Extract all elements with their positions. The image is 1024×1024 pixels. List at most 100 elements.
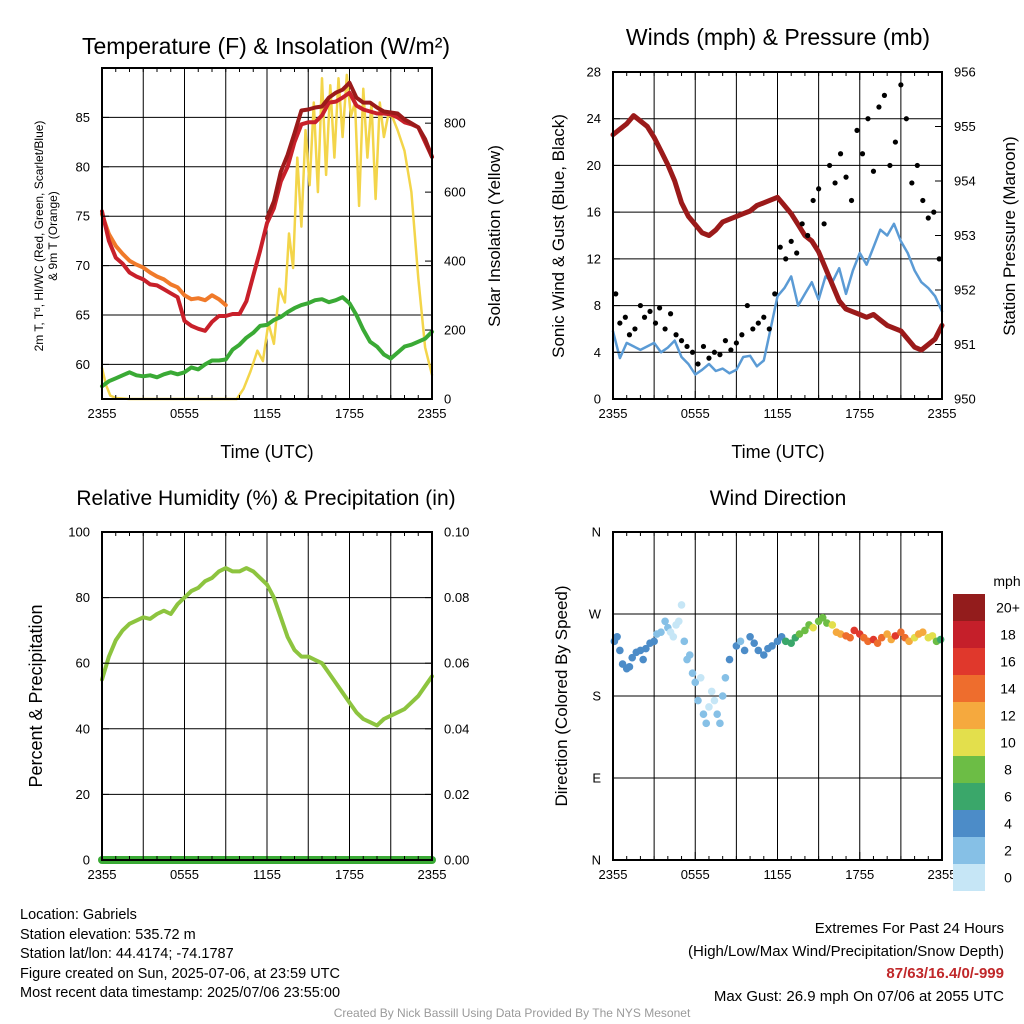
direction-point — [675, 617, 683, 626]
temperature-ylabel-left-1: 2m T, Tᵈ, HI/WC (Red, Green, Scarlet/Blu… — [32, 121, 46, 352]
direction-point — [713, 710, 721, 719]
temperature-series-line-3 — [100, 295, 434, 389]
temp-y2tick-label: 800 — [444, 116, 466, 131]
extremes-legend: (High/Low/Max Wind/Precipitation/Snow De… — [688, 942, 1004, 960]
wind-xtick-label: 0555 — [681, 406, 710, 421]
gust-point — [805, 232, 811, 239]
gust-point — [865, 116, 871, 122]
gust-point — [876, 104, 882, 110]
direction-point — [846, 633, 854, 642]
legend-label: 6 — [1004, 789, 1012, 805]
gust-point — [617, 320, 623, 326]
extremes-heading: Extremes For Past 24 Hours — [814, 920, 1004, 937]
humidity-series-line-0 — [100, 566, 434, 728]
gust-point — [717, 352, 723, 358]
gust-point — [700, 343, 707, 350]
gust-point — [733, 340, 739, 346]
direction-panel: Wind Direction Direction (Colored By Spe… — [552, 487, 1021, 891]
direction-point — [716, 719, 724, 728]
gust-point — [613, 291, 619, 297]
temperature-gridlines — [102, 68, 432, 399]
direction-point — [928, 632, 937, 640]
direction-title: Wind Direction — [710, 487, 847, 510]
wind-ytick-label: 20 — [587, 158, 601, 173]
gust-point — [684, 343, 690, 350]
direction-point — [736, 637, 745, 646]
wind-y2tick-label: 953 — [954, 228, 976, 243]
winds-series-line-1 — [610, 113, 945, 353]
gust-point — [925, 215, 931, 221]
humidity-panel: Relative Humidity (%) & Precipitation (i… — [26, 487, 469, 882]
dir-xtick-label: 2355 — [599, 867, 628, 882]
winds-title: Winds (mph) & Pressure (mb) — [626, 24, 930, 50]
gust-point — [870, 168, 877, 174]
dir-xtick-label: 1755 — [845, 867, 874, 882]
dir-ytick-label: N — [592, 525, 601, 540]
temp-ytick-label: 70 — [76, 258, 90, 273]
legend-label: 18 — [1000, 627, 1016, 643]
wind-y2tick-label: 956 — [954, 65, 976, 80]
direction-point — [680, 637, 689, 646]
speed-colorbar-legend: mph 0 2 4 6 8 10 12 14 16 18 20+ — [953, 573, 1021, 891]
legend-swatch — [953, 837, 985, 864]
temp-xtick-label: 1155 — [253, 406, 281, 421]
rh-y2tick-label: 0.04 — [444, 721, 469, 736]
direction-point — [828, 621, 837, 629]
temp-ytick-label: 75 — [76, 209, 90, 224]
info-elevation: Station elevation: 535.72 m — [20, 926, 196, 943]
direction-point — [685, 651, 694, 659]
direction-point — [759, 651, 768, 659]
winds-ylabel-right: Station Pressure (Maroon) — [1000, 136, 1019, 335]
direction-point — [795, 630, 804, 638]
gust-point — [848, 197, 855, 204]
temp-y2tick-label: 200 — [444, 323, 466, 338]
temp-xtick-label: 1755 — [335, 406, 364, 421]
gust-point — [881, 92, 888, 98]
gust-point — [887, 162, 893, 169]
rh-y2tick-label: 0.02 — [444, 787, 469, 802]
direction-point — [721, 673, 730, 682]
gust-point — [794, 250, 800, 256]
gust-point — [843, 174, 849, 180]
winds-ylabel-left: Sonic Wind & Gust (Blue, Black) — [549, 114, 568, 358]
winds-series — [610, 82, 945, 376]
gust-point — [859, 151, 866, 157]
direction-point — [850, 626, 859, 635]
temperature-ylabel-right: Solar Insolation (Yellow) — [485, 145, 504, 327]
temp-xtick-label: 2355 — [418, 406, 447, 421]
temperature-xlabel: Time (UTC) — [220, 442, 313, 462]
gust-point — [914, 162, 920, 169]
gust-point — [750, 326, 756, 332]
gust-point — [761, 314, 767, 320]
gust-point — [728, 347, 734, 353]
gust-point — [854, 127, 860, 133]
legend-label: 2 — [1004, 843, 1012, 859]
direction-point — [677, 601, 686, 609]
direction-point — [669, 632, 678, 641]
gust-point — [892, 139, 898, 145]
legend-swatch — [953, 702, 985, 729]
legend-swatch — [953, 648, 985, 675]
direction-point — [613, 632, 621, 641]
wind-xtick-label: 1155 — [764, 406, 792, 421]
legend-label: 8 — [1004, 762, 1012, 778]
temp-ytick-label: 80 — [76, 159, 90, 174]
gust-point — [783, 256, 789, 262]
gust-point — [821, 221, 827, 227]
extremes-info: Extremes For Past 24 Hours (High/Low/Max… — [688, 918, 1004, 1008]
legend-swatch — [953, 783, 985, 810]
gust-point — [810, 197, 816, 204]
direction-point — [691, 678, 700, 687]
legend-swatch — [953, 756, 985, 783]
wind-y2tick-label: 955 — [954, 119, 976, 134]
direction-point — [707, 687, 716, 696]
rh-xtick-label: 0555 — [170, 867, 199, 882]
gust-point — [637, 302, 644, 309]
gust-point — [739, 332, 745, 338]
legend-swatch — [953, 594, 985, 621]
info-created: Figure created on Sun, 2025-07-06, at 23… — [20, 965, 340, 982]
gust-point — [816, 186, 822, 192]
rh-y2tick-label: 0.08 — [444, 590, 469, 605]
wind-y2tick-label: 954 — [954, 174, 976, 189]
direction-point — [746, 632, 754, 641]
